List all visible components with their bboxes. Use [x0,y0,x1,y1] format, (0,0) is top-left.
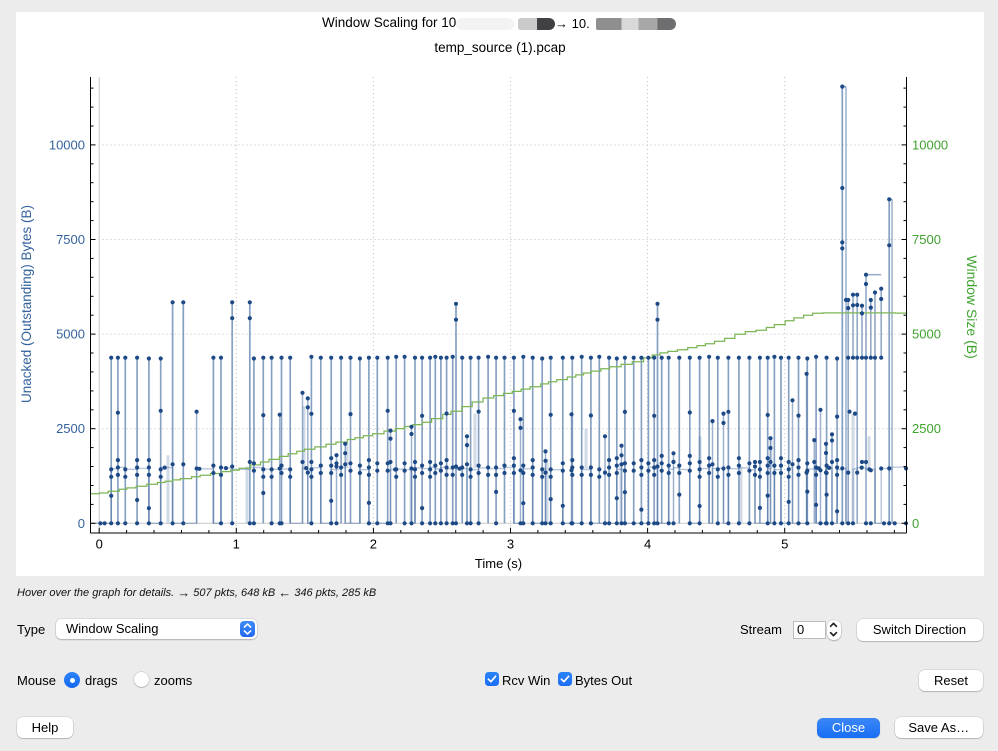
svg-text:5000: 5000 [912,327,941,342]
svg-text:7500: 7500 [56,232,85,247]
svg-text:2500: 2500 [56,421,85,436]
svg-text:1: 1 [233,537,240,552]
svg-text:2: 2 [370,537,377,552]
svg-text:3: 3 [507,537,514,552]
svg-text:4: 4 [644,537,651,552]
svg-text:5000: 5000 [56,327,85,342]
svg-text:0: 0 [912,516,919,531]
svg-text:0: 0 [96,537,103,552]
svg-text:2500: 2500 [912,421,941,436]
svg-text:Time (s): Time (s) [475,556,522,571]
svg-text:5: 5 [781,537,788,552]
svg-text:7500: 7500 [912,232,941,247]
svg-text:0: 0 [78,516,85,531]
svg-text:Unacked (Outstanding) Bytes (B: Unacked (Outstanding) Bytes (B) [19,205,34,403]
svg-text:10000: 10000 [49,137,85,152]
svg-text:Window Size (B): Window Size (B) [964,255,980,358]
svg-text:10000: 10000 [912,137,948,152]
